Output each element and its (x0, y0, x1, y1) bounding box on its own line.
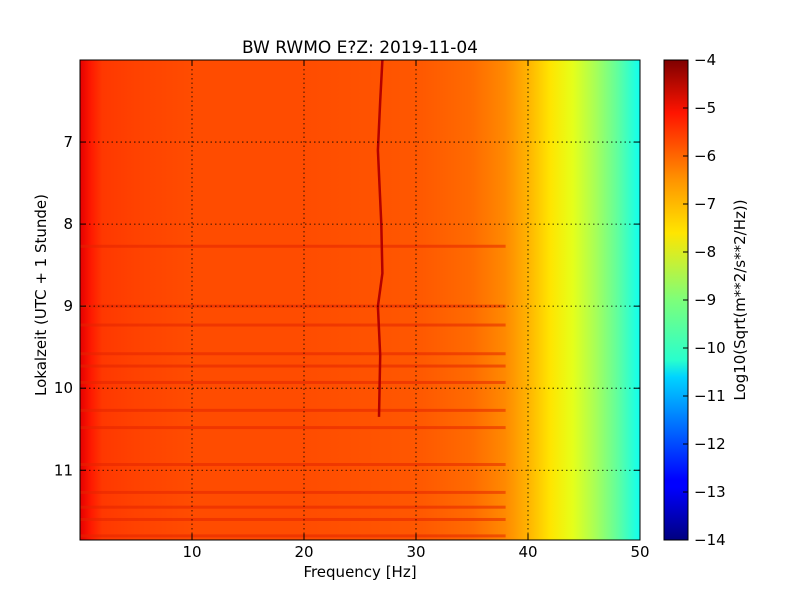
horizontal-band (80, 408, 506, 412)
plot-frame (79, 59, 641, 541)
colorbar-tick-label: −12 (694, 435, 726, 453)
y-axis-label: Lokalzeit (UTC + 1 Stunde) (32, 194, 50, 396)
horizontal-band (80, 244, 506, 248)
grid-lines (80, 60, 640, 540)
x-tick-label: 20 (294, 543, 313, 561)
horizontal-band (80, 380, 506, 384)
y-tick-label: 11 (54, 461, 73, 479)
y-tick-label: 10 (54, 379, 73, 397)
colorbar-tick-label: −13 (694, 483, 726, 501)
horizontal-band (80, 490, 506, 494)
colorbar-tick-label: −7 (694, 195, 716, 213)
spectrogram-image (80, 60, 640, 540)
plot-area (79, 59, 641, 541)
x-tick-label: 40 (518, 543, 537, 561)
horizontal-band (80, 352, 506, 356)
x-axis-label: Frequency [Hz] (303, 563, 416, 581)
colorbar-tick-label: −6 (694, 147, 716, 165)
horizontal-band (80, 517, 506, 521)
y-axis-ticks: 7 8 9 10 11 (54, 133, 640, 479)
colorbar-tick-label: −14 (694, 531, 726, 549)
horizontal-band (80, 323, 506, 327)
y-tick-label: 8 (63, 215, 73, 233)
x-tick-label: 50 (630, 543, 649, 561)
colorbar-tick-label: −5 (694, 99, 716, 117)
x-tick-label: 10 (182, 543, 201, 561)
x-axis-ticks: 10 20 30 40 50 (182, 60, 650, 561)
colorbar-tick-label: −11 (694, 387, 726, 405)
colorbar-tick-label: −8 (694, 243, 716, 261)
colorbar-tick-label: −10 (694, 339, 726, 357)
horizontal-band (80, 364, 506, 368)
horizontal-band (80, 505, 506, 509)
horizontal-band (80, 463, 506, 467)
x-tick-label: 30 (406, 543, 425, 561)
horizontal-band (80, 426, 506, 430)
horizontal-band (80, 534, 506, 538)
y-tick-label: 9 (63, 297, 73, 315)
colorbar: −4 −5 −6 −7 −8 −9 −10 −11 −12 −13 −14 Log10(Sqrt(m… (663, 51, 749, 549)
colorbar-label: Log10(Sqrt(m**2/s**2/Hz)) (731, 199, 749, 400)
colorbar-tick-label: −9 (694, 291, 716, 309)
colorbar-ticks: −4 −5 −6 −7 −8 −9 −10 −11 −12 −13 −14 (683, 51, 726, 549)
colorbar-tick-label: −4 (694, 51, 716, 69)
chart-title: BW RWMO E?Z: 2019-11-04 (242, 38, 478, 58)
tonal-line-27hz (376, 60, 384, 417)
y-tick-label: 7 (63, 133, 73, 151)
